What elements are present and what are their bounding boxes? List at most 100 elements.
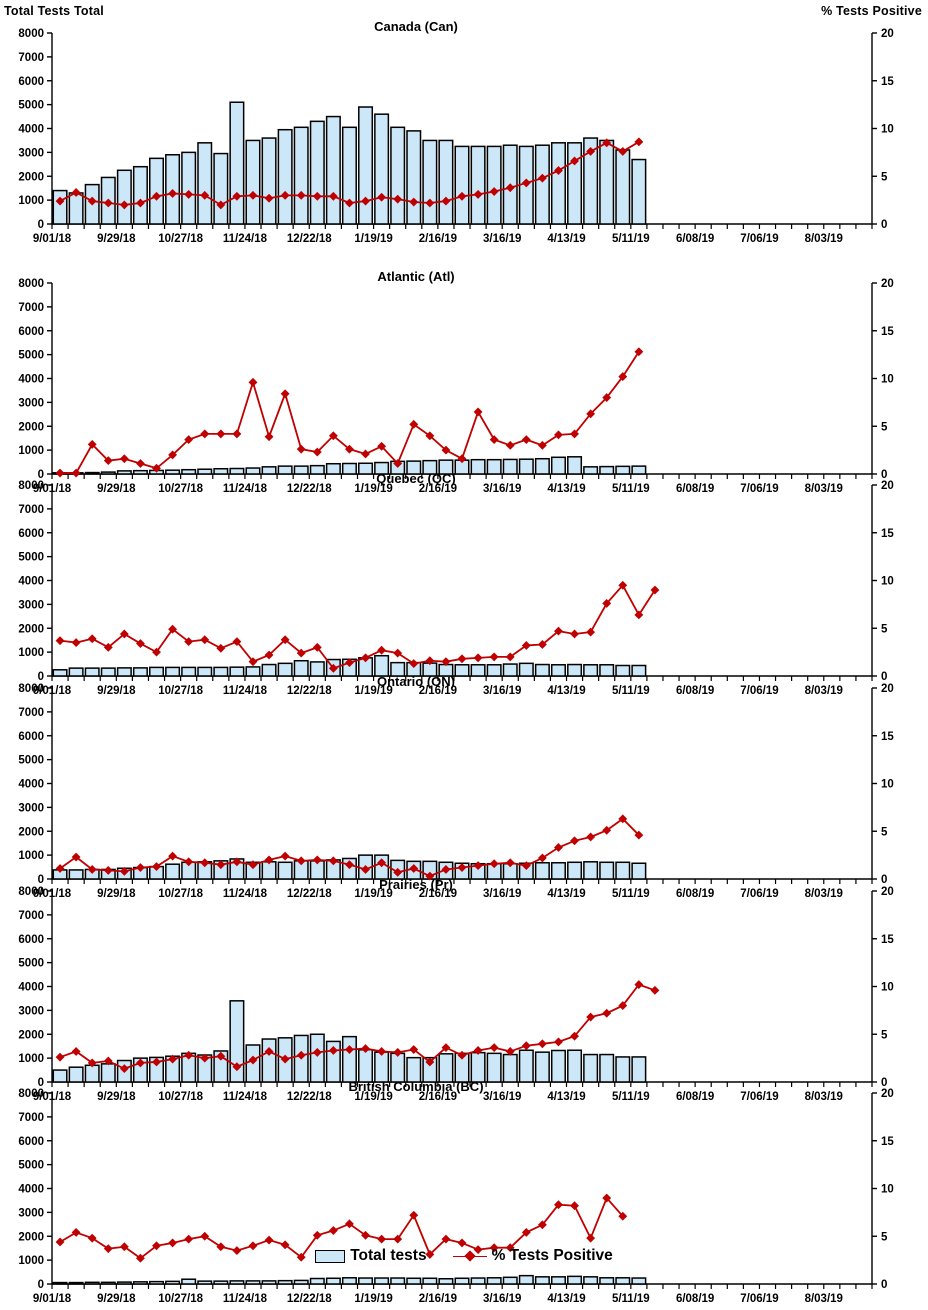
- data-point-marker: [650, 985, 660, 995]
- data-point-marker: [184, 637, 194, 647]
- x-axis-tick-label: 1/19/19: [354, 1091, 392, 1103]
- data-point-marker: [168, 851, 178, 861]
- bar: [261, 137, 277, 225]
- data-point-marker: [216, 200, 226, 210]
- data-point-marker: [554, 430, 563, 440]
- data-point-marker: [87, 634, 97, 644]
- data-point-marker: [136, 1058, 145, 1068]
- data-point-marker: [71, 188, 81, 197]
- bar: [165, 666, 181, 677]
- y2-axis-tick-label: 15: [881, 528, 894, 540]
- data-point-marker: [618, 1211, 628, 1221]
- bar: [583, 664, 599, 677]
- y-axis-tick-label: 2000: [18, 171, 44, 183]
- data-point-marker: [232, 857, 242, 867]
- y2-axis-tick-label: 5: [881, 1029, 888, 1041]
- bar: [454, 664, 470, 677]
- data-point-marker: [570, 1031, 579, 1041]
- bar: [116, 1281, 132, 1285]
- y-axis-tick-label: 1000: [18, 1255, 44, 1267]
- bar: [550, 862, 566, 880]
- bar: [502, 663, 518, 677]
- bar: [52, 669, 68, 677]
- data-point-marker: [505, 440, 515, 450]
- data-point-marker: [409, 197, 419, 207]
- bar: [165, 469, 181, 475]
- x-axis-tick-label: 7/06/19: [740, 685, 778, 697]
- y-axis-tick-label: 0: [38, 469, 44, 481]
- data-point-marker: [152, 862, 161, 872]
- bar-series: [52, 1274, 647, 1285]
- data-point-marker: [441, 196, 451, 206]
- data-point-marker: [248, 657, 258, 667]
- data-point-marker: [409, 419, 419, 429]
- x-axis-tick-label: 2/16/19: [419, 1091, 457, 1103]
- bar: [438, 1277, 454, 1285]
- x-axis-tick-label: 1/19/19: [354, 1293, 392, 1305]
- data-point-marker: [618, 814, 628, 824]
- y2-axis-tick-label: 15: [881, 731, 894, 743]
- data-point-marker: [425, 198, 435, 208]
- data-point-marker: [537, 440, 547, 450]
- data-point-marker: [489, 435, 499, 445]
- data-point-marker: [393, 648, 403, 658]
- data-point-marker: [377, 441, 387, 451]
- x-axis-tick-label: 9/29/18: [97, 1293, 136, 1305]
- data-point-marker: [232, 429, 242, 439]
- data-point-marker: [103, 198, 113, 208]
- chart-panel: British Columbia (BC) 0 1000 2000 3000 4000 50…: [0, 1078, 928, 1310]
- data-point-marker: [87, 196, 97, 206]
- data-point-marker: [650, 585, 660, 595]
- bar: [229, 1000, 245, 1083]
- bar: [550, 1049, 566, 1083]
- data-point-marker: [473, 407, 483, 417]
- bar: [277, 128, 293, 225]
- x-axis-tick-label: 6/08/19: [676, 685, 714, 697]
- x-axis-tick-label: 12/22/18: [287, 233, 332, 245]
- y-axis-tick-label: 8000: [18, 28, 44, 40]
- data-point-marker: [152, 1057, 161, 1067]
- y-axis-tick-label: 6000: [18, 76, 44, 88]
- x-axis-tick-label: 11/24/18: [223, 1293, 268, 1305]
- bar: [213, 467, 229, 475]
- bar: [261, 663, 277, 677]
- y-axis-tick-label: 8000: [18, 683, 44, 695]
- chart-panel: Prairies (Pr) 0 1000 2000 3000 4000 5000 6000 70…: [0, 876, 928, 1108]
- plot-area: Canada (Can) 0 1000 2000 3000 4000 5000 6000 700…: [18, 19, 894, 245]
- x-axis-tick-label: 1/19/19: [354, 483, 392, 495]
- data-point-marker: [377, 858, 387, 868]
- y-axis-tick-label: 2000: [18, 1029, 44, 1041]
- data-point-marker: [377, 1047, 387, 1056]
- bar: [486, 664, 502, 677]
- bar: [406, 460, 422, 475]
- bar: [52, 189, 68, 225]
- data-point-marker: [521, 861, 531, 871]
- bar: [149, 1056, 165, 1083]
- data-point-marker: [216, 1051, 226, 1061]
- y-axis-tick-label: 5000: [18, 755, 44, 767]
- data-point-marker: [216, 429, 226, 439]
- data-point-marker: [441, 865, 451, 874]
- y-axis-tick-label: 7000: [18, 1112, 44, 1124]
- y-axis-tick-label: 1000: [18, 445, 44, 457]
- data-point-marker: [152, 1241, 161, 1251]
- bar: [68, 1066, 84, 1083]
- data-point-marker: [457, 1238, 467, 1248]
- line-series: [55, 980, 660, 1074]
- data-point-marker: [248, 1241, 258, 1251]
- bar: [534, 144, 550, 225]
- x-axis-tick-label: 12/22/18: [287, 685, 332, 697]
- x-axis-tick-label: 10/27/18: [158, 1293, 203, 1305]
- data-point-marker: [602, 825, 612, 835]
- bar: [374, 1277, 390, 1285]
- bar: [149, 666, 165, 677]
- bar: [245, 467, 261, 475]
- data-point-marker: [264, 1235, 274, 1245]
- bar: [615, 465, 631, 475]
- bar: [293, 126, 309, 225]
- data-point-marker: [521, 1228, 531, 1237]
- bar: [52, 1069, 68, 1083]
- x-axis-tick-label: 7/06/19: [740, 888, 778, 900]
- bar: [615, 664, 631, 677]
- data-point-marker: [473, 1046, 483, 1055]
